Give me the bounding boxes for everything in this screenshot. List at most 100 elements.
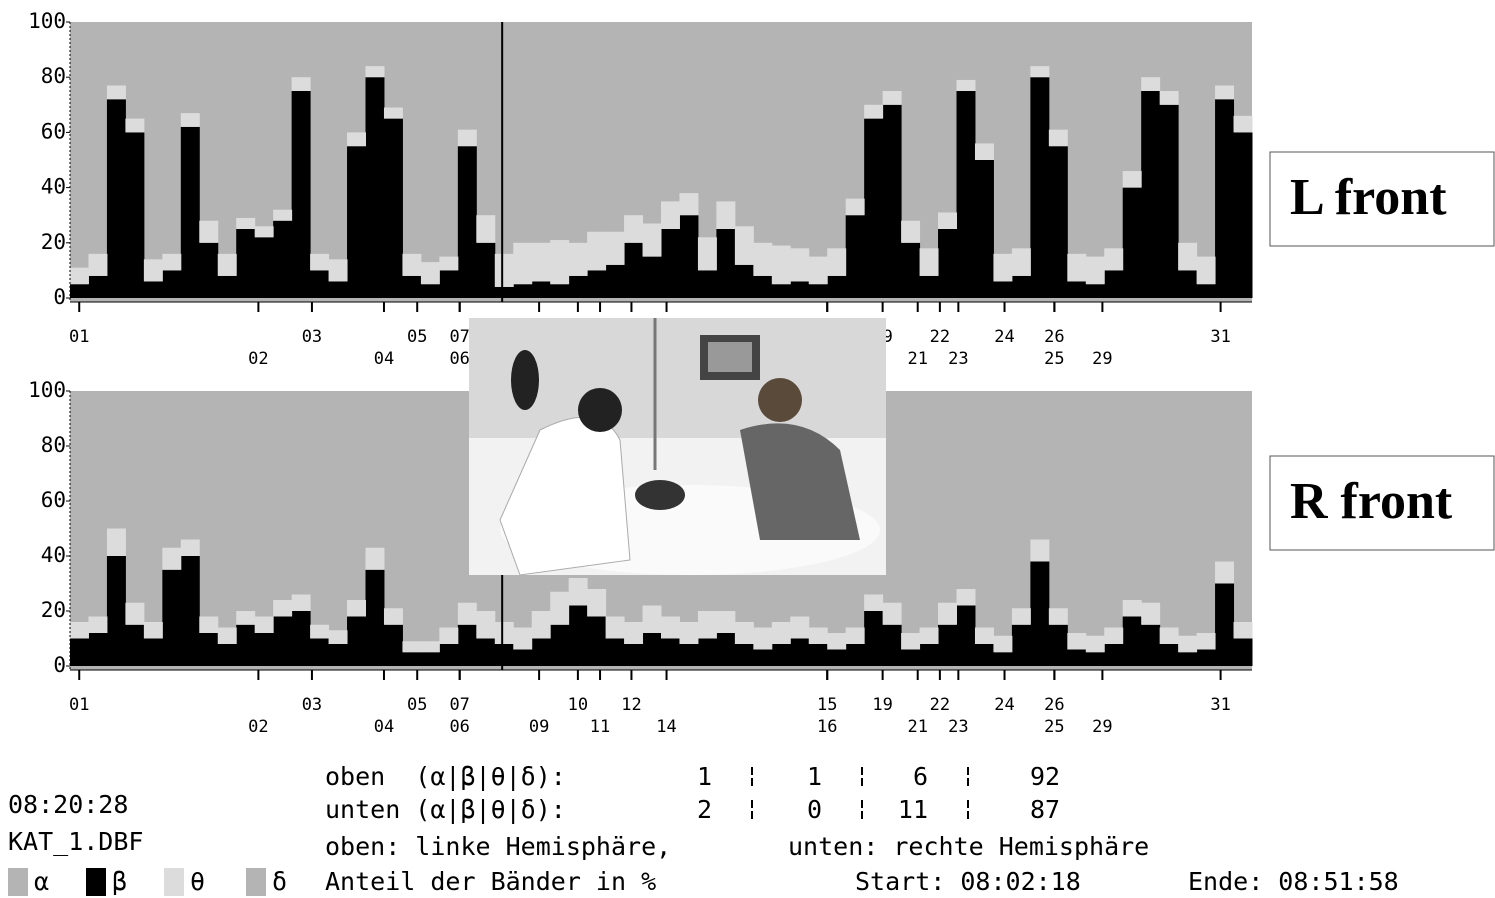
bar-segment — [901, 220, 921, 243]
bar-segment — [328, 644, 348, 666]
bar-segment — [273, 220, 293, 298]
bar-segment — [1030, 539, 1050, 562]
legend-swatch — [8, 868, 28, 896]
bar-segment — [1215, 85, 1235, 100]
bar-segment — [513, 649, 533, 666]
bar-segment — [273, 600, 293, 617]
bar-segment — [716, 611, 736, 633]
y-tick-label: 40 — [41, 543, 66, 567]
bar-segment — [70, 284, 89, 298]
bar-segment — [88, 253, 108, 276]
event-label: 03 — [302, 695, 322, 715]
event-label: 04 — [374, 349, 394, 369]
bar-segment — [1233, 132, 1253, 298]
bar-segment — [291, 77, 311, 91]
bar-segment — [180, 113, 200, 127]
bar-segment — [513, 627, 533, 650]
legend-label: β — [112, 867, 127, 896]
bar-segment — [624, 622, 644, 644]
bar-segment — [956, 79, 976, 91]
bar-segment — [106, 556, 126, 666]
bar-segment — [550, 624, 570, 666]
row-value: 2 — [697, 795, 712, 824]
hemisphere: unten: rechte Hemisphäre — [788, 832, 1149, 861]
time: 08:20:28 — [8, 790, 128, 819]
bar-segment — [679, 215, 699, 298]
bar-segment — [734, 644, 754, 666]
bar-segment — [679, 644, 699, 666]
bar-segment — [1159, 644, 1179, 666]
bar-segment — [697, 638, 717, 666]
bar-segment — [771, 644, 791, 666]
bar-segment — [734, 226, 754, 265]
bar-segment — [864, 611, 884, 666]
bar-segment — [1122, 616, 1142, 666]
y-tick-label: 80 — [41, 433, 66, 457]
bar-segment — [531, 242, 551, 282]
bar-segment — [402, 641, 422, 653]
bar-segment — [808, 284, 828, 298]
event-label: 07 — [449, 327, 469, 347]
bar-segment — [328, 259, 348, 282]
bar-segment — [808, 256, 828, 285]
bar-segment — [199, 633, 219, 666]
bar-segment — [1048, 608, 1068, 625]
bar-segment — [1178, 242, 1198, 271]
bar-segment — [1159, 91, 1179, 105]
bar-segment — [864, 118, 884, 298]
bar-segment — [106, 99, 126, 298]
bar-segment — [1141, 624, 1161, 666]
bar-segment — [420, 262, 440, 285]
bar-segment — [790, 248, 810, 282]
bar-segment — [328, 630, 348, 644]
bar-segment — [1085, 635, 1105, 653]
bar-segment — [642, 223, 662, 257]
bar-segment — [1048, 129, 1068, 147]
bar-segment — [310, 270, 330, 298]
bar-segment — [734, 264, 754, 298]
bar-segment — [550, 591, 570, 625]
bar-segment — [587, 616, 607, 666]
bar-segment — [365, 77, 385, 298]
event-label: 23 — [948, 717, 968, 737]
bar-segment — [938, 602, 957, 625]
bar-segment — [494, 286, 514, 298]
bar-segment — [106, 85, 126, 100]
bar-segment — [310, 253, 330, 271]
y-tick-label: 100 — [28, 378, 66, 402]
event-label: 21 — [907, 349, 927, 369]
bar-segment — [125, 624, 145, 666]
bar-segment — [642, 256, 662, 298]
bar-segment — [531, 638, 551, 666]
bar-segment — [697, 270, 717, 298]
bar-segment — [531, 281, 551, 298]
bar-segment — [420, 641, 440, 653]
file: KAT_1.DBF — [8, 827, 143, 856]
y-tick-label: 100 — [28, 9, 66, 33]
bar-segment — [568, 578, 588, 606]
bar-segment — [125, 132, 145, 298]
end: Ende: 08:51:58 — [1188, 867, 1399, 896]
bar-segment — [1122, 187, 1142, 298]
bar-segment — [882, 91, 902, 105]
bar-segment — [1233, 115, 1253, 133]
bar-segment — [697, 611, 717, 639]
bar-segment — [162, 569, 182, 666]
bar-segment — [420, 652, 440, 666]
event-label: 29 — [1092, 717, 1112, 737]
bar-segment — [347, 146, 366, 298]
bar-segment — [1011, 248, 1031, 276]
bar-segment — [1011, 275, 1031, 298]
event-label: 23 — [948, 349, 968, 369]
event-label: 22 — [930, 695, 950, 715]
bar-segment — [1178, 270, 1198, 298]
bar-segment — [1030, 77, 1050, 298]
bar-segment — [1141, 91, 1161, 298]
row-value: 0 — [807, 795, 822, 824]
event-label: 09 — [529, 717, 549, 737]
event-label: 05 — [407, 695, 427, 715]
channel-label: L front — [1290, 169, 1447, 226]
legend-swatch — [164, 868, 184, 896]
row-value: 1 — [807, 762, 822, 791]
bar-segment — [291, 611, 311, 666]
